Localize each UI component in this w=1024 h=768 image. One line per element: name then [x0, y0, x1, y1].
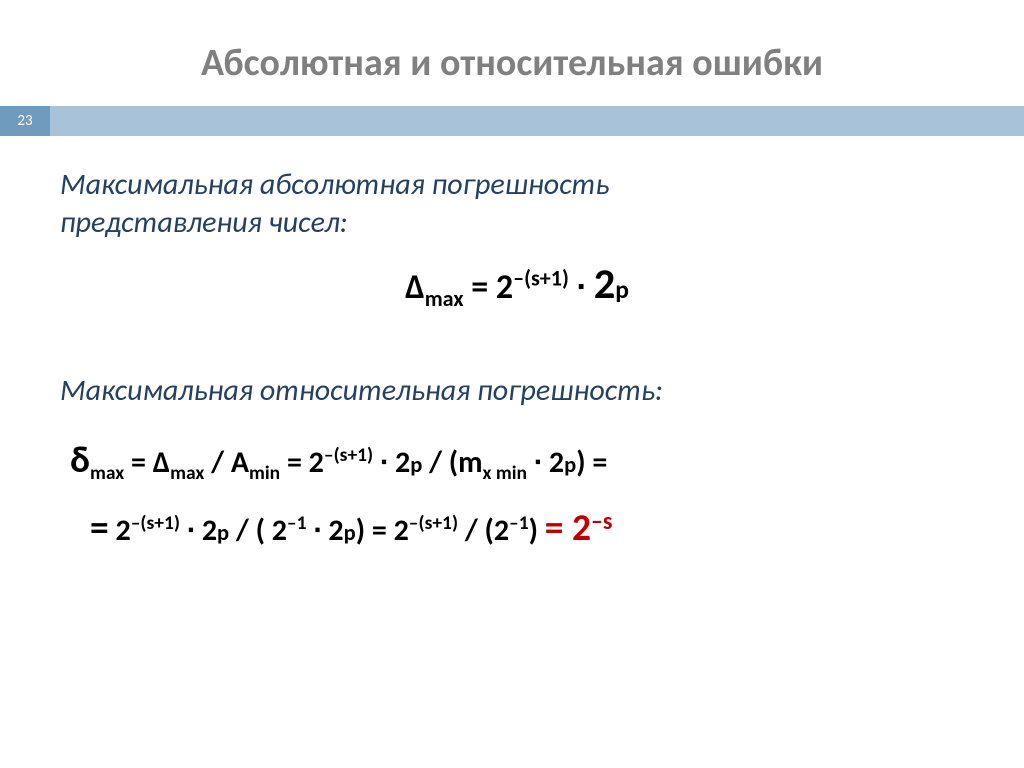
section1-intro: Максимальная абсолютная погрешность пред… [60, 166, 974, 241]
l2seg1: 2 [109, 512, 131, 549]
l2expneg1a: –1 [287, 511, 307, 535]
result-eq: = 2 [545, 505, 591, 551]
section1-intro-line2: представления чисел: [60, 204, 348, 241]
content-area: Максимальная абсолютная погрешность пред… [0, 136, 1024, 562]
l1dot1: ∙ 2 [373, 444, 410, 481]
l1dot2: ∙ 2 [527, 444, 564, 481]
small-delta: δ [70, 437, 90, 483]
l2exp1: –(s+1) [131, 511, 180, 535]
slashm: / (m [422, 444, 482, 481]
l1close: ) = [576, 444, 607, 481]
eq2: = 2 [280, 444, 324, 481]
header-bar-fill [50, 106, 1024, 136]
delta-sub: max [425, 285, 464, 312]
l2exp2: –(s+1) [409, 511, 458, 535]
slashA: / A [204, 444, 249, 481]
Asub: min [249, 461, 280, 485]
dot: ∙ [569, 267, 594, 308]
page-number: 23 [0, 106, 50, 136]
l2p2: p [344, 520, 356, 547]
base2: 2 [594, 259, 616, 310]
exp2: p [615, 274, 629, 305]
l2close1: ) = 2 [356, 512, 409, 549]
Dsub: max [170, 461, 204, 485]
formula-absolute: Δmax = 2–(s+1) ∙ 2p [60, 259, 974, 312]
formula-relative: δmax = Δmax / Amin = 2–(s+1) ∙ 2p / (mx … [60, 427, 974, 562]
section2-intro: Максимальная относительная погрешность: [60, 372, 974, 410]
slide-title: Абсолютная и относительная ошибки [0, 0, 1024, 106]
header-bar: 23 [0, 106, 1024, 136]
l2p1: p [217, 520, 229, 547]
l2dot1: ∙ 2 [180, 512, 217, 549]
l1p2: p [564, 452, 576, 479]
formula-relative-line1: δmax = Δmax / Amin = 2–(s+1) ∙ 2p / (mx … [60, 427, 974, 495]
l2expneg1b: –1 [509, 511, 529, 535]
l2close2: ) [529, 512, 545, 549]
l2eq: = [90, 505, 109, 551]
msub: x min [483, 461, 527, 485]
eq1: = Δ [124, 444, 170, 481]
l2slash: / ( 2 [229, 512, 287, 549]
exp1: –(s+1) [513, 265, 569, 292]
section1-intro-line1: Максимальная абсолютная погрешность [60, 166, 609, 203]
l1p1: p [410, 452, 422, 479]
l1exp1: –(s+1) [324, 443, 373, 467]
small-delta-sub: max [90, 461, 124, 485]
l2slash2: / (2 [458, 512, 509, 549]
eq-part: = 2 [464, 267, 514, 308]
formula-relative-line2: = 2–(s+1) ∙ 2p / ( 2–1 ∙ 2p) = 2–(s+1) /… [60, 495, 974, 563]
l2dot2: ∙ 2 [307, 512, 344, 549]
result-exp: –s [591, 507, 613, 536]
delta-symbol: Δ [405, 267, 425, 308]
